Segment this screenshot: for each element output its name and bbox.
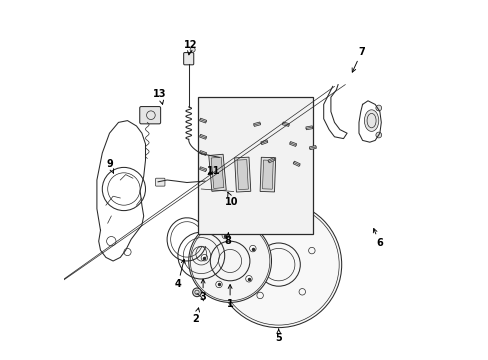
Polygon shape	[199, 134, 206, 139]
Text: 12: 12	[183, 40, 197, 55]
Text: 7: 7	[351, 47, 364, 72]
Polygon shape	[199, 167, 206, 172]
Text: 13: 13	[153, 89, 166, 104]
Polygon shape	[289, 141, 296, 147]
Text: 11: 11	[207, 166, 220, 176]
Polygon shape	[199, 150, 206, 156]
Circle shape	[215, 281, 222, 288]
Polygon shape	[208, 154, 226, 192]
Text: 10: 10	[224, 192, 238, 207]
Text: 6: 6	[372, 229, 382, 248]
Text: 9: 9	[106, 159, 113, 173]
Bar	[197, 97, 312, 234]
FancyBboxPatch shape	[183, 53, 193, 65]
FancyBboxPatch shape	[155, 178, 164, 186]
Text: 5: 5	[275, 329, 282, 343]
Polygon shape	[234, 157, 250, 192]
Polygon shape	[305, 126, 312, 130]
Polygon shape	[260, 140, 267, 145]
Text: 3: 3	[199, 279, 206, 302]
Circle shape	[190, 47, 195, 52]
Polygon shape	[211, 157, 224, 189]
Polygon shape	[253, 122, 260, 126]
Text: 4: 4	[174, 259, 185, 289]
Polygon shape	[262, 160, 273, 189]
Polygon shape	[199, 118, 206, 123]
Circle shape	[201, 255, 207, 261]
Circle shape	[215, 202, 341, 328]
Circle shape	[249, 245, 256, 252]
Polygon shape	[282, 122, 289, 126]
Text: 8: 8	[224, 233, 231, 246]
Circle shape	[375, 132, 381, 138]
Circle shape	[375, 105, 381, 111]
Polygon shape	[267, 158, 274, 163]
FancyBboxPatch shape	[202, 178, 211, 186]
Polygon shape	[309, 145, 316, 150]
Text: 1: 1	[226, 285, 233, 309]
Polygon shape	[260, 157, 275, 192]
FancyBboxPatch shape	[140, 107, 160, 124]
Circle shape	[245, 275, 252, 282]
Ellipse shape	[364, 110, 378, 131]
Polygon shape	[237, 159, 248, 190]
Circle shape	[222, 232, 228, 239]
Polygon shape	[292, 161, 300, 166]
Text: 2: 2	[192, 308, 199, 324]
Circle shape	[188, 220, 271, 302]
Circle shape	[192, 288, 201, 297]
